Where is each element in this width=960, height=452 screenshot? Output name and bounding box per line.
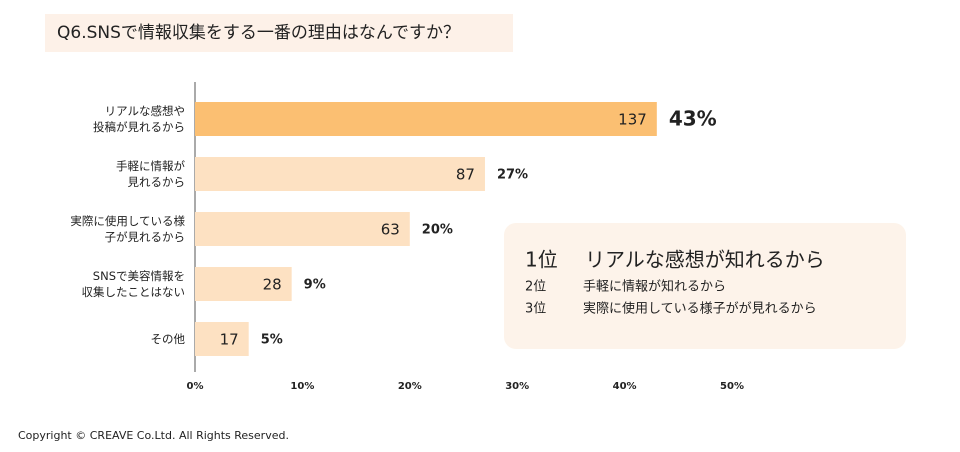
count-label: 63 bbox=[381, 221, 400, 239]
ranking-box bbox=[504, 223, 906, 349]
bar bbox=[195, 212, 410, 246]
rank-number: 1位 bbox=[525, 248, 558, 272]
x-tick-label: 0% bbox=[187, 381, 204, 392]
count-label: 28 bbox=[263, 276, 282, 294]
bar bbox=[195, 267, 292, 301]
value-label: 20% bbox=[422, 223, 453, 238]
bar bbox=[195, 157, 485, 191]
chart-title: Q6.SNSで情報収集をする一番の理由はなんですか？ bbox=[57, 23, 460, 43]
value-label: 27% bbox=[497, 168, 528, 183]
x-tick-label: 40% bbox=[613, 381, 637, 392]
category-label: 実際に使用している様 子が見れるから bbox=[70, 214, 185, 244]
rank-number: 2位 bbox=[525, 280, 546, 295]
count-label: 137 bbox=[618, 111, 647, 129]
category-label: その他 bbox=[150, 332, 186, 346]
category-label: SNSで美容情報を 収集したことはない bbox=[81, 269, 186, 299]
count-label: 87 bbox=[456, 166, 475, 184]
category-label: 手軽に情報が 見れるから bbox=[116, 159, 185, 189]
x-tick-label: 30% bbox=[505, 381, 529, 392]
value-label: 5% bbox=[261, 333, 283, 348]
x-tick-label: 10% bbox=[290, 381, 314, 392]
count-label: 17 bbox=[220, 331, 239, 349]
bar bbox=[195, 322, 249, 356]
value-label: 9% bbox=[304, 278, 326, 293]
rank-text: 実際に使用している様子がが見れるから bbox=[583, 301, 817, 317]
category-label: リアルな感想や 投稿が見れるから bbox=[93, 104, 185, 134]
value-label: 43% bbox=[669, 107, 717, 131]
footer: Copyright © CREAVE Co.Ltd. All Rights Re… bbox=[18, 429, 289, 442]
x-tick-label: 50% bbox=[720, 381, 744, 392]
x-tick-label: 20% bbox=[398, 381, 422, 392]
rank-number: 3位 bbox=[525, 302, 546, 317]
rank-text: リアルな感想が知れるから bbox=[585, 248, 825, 272]
rank-text: 手軽に情報が知れるから bbox=[583, 279, 726, 295]
bar bbox=[195, 102, 657, 136]
title-box bbox=[45, 14, 513, 52]
